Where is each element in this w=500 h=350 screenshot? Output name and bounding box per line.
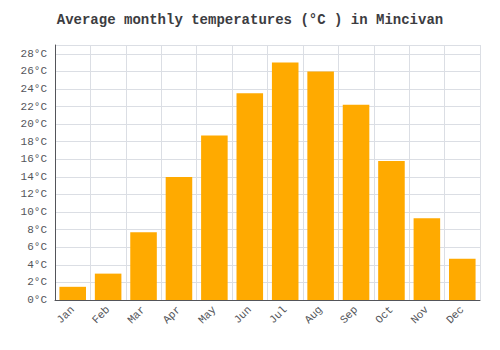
svg-text:6°C: 6°C (27, 241, 47, 253)
svg-text:Oct: Oct (373, 304, 395, 326)
svg-text:Dec: Dec (444, 304, 466, 326)
svg-text:4°C: 4°C (27, 259, 47, 271)
svg-text:16°C: 16°C (21, 153, 48, 165)
svg-text:0°C: 0°C (27, 294, 47, 306)
svg-text:Aug: Aug (302, 304, 324, 326)
svg-text:18°C: 18°C (21, 136, 48, 148)
svg-text:26°C: 26°C (21, 65, 48, 77)
svg-text:12°C: 12°C (21, 188, 48, 200)
svg-text:Mar: Mar (125, 304, 147, 326)
svg-text:May: May (196, 303, 219, 326)
svg-text:2°C: 2°C (27, 276, 47, 288)
svg-text:Average monthly temperatures (: Average monthly temperatures (°C ) in Mi… (57, 12, 443, 28)
svg-text:Jul: Jul (267, 304, 289, 326)
svg-text:22°C: 22°C (21, 101, 48, 113)
svg-text:Sep: Sep (338, 304, 360, 326)
svg-text:Nov: Nov (409, 303, 432, 326)
svg-text:8°C: 8°C (27, 224, 47, 236)
svg-text:24°C: 24°C (21, 83, 48, 95)
svg-text:10°C: 10°C (21, 206, 48, 218)
svg-text:14°C: 14°C (21, 171, 48, 183)
svg-text:20°C: 20°C (21, 118, 48, 130)
svg-text:Jun: Jun (232, 304, 254, 326)
svg-text:Jan: Jan (54, 304, 76, 326)
svg-text:28°C: 28°C (21, 48, 48, 60)
svg-text:Apr: Apr (161, 304, 183, 326)
svg-text:Feb: Feb (90, 304, 112, 326)
